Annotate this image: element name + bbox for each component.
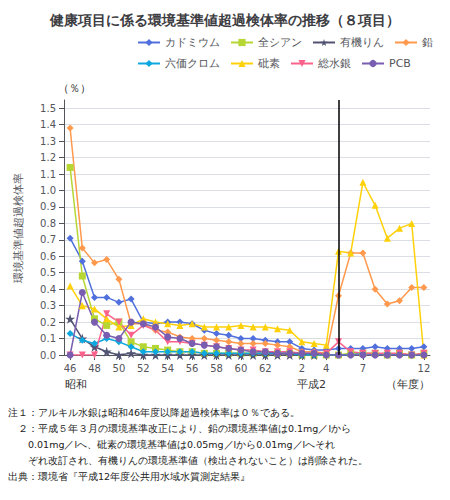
svg-text:1.3: 1.3 bbox=[40, 136, 56, 147]
svg-text:（％）: （％） bbox=[58, 82, 91, 95]
svg-text:0.9: 0.9 bbox=[40, 201, 56, 212]
svg-text:1.4: 1.4 bbox=[40, 119, 56, 130]
svg-text:有機りん: 有機りん bbox=[340, 36, 384, 49]
svg-text:0.6: 0.6 bbox=[40, 251, 56, 262]
svg-text:4: 4 bbox=[323, 363, 329, 374]
svg-text:0.3: 0.3 bbox=[40, 300, 56, 311]
svg-text:1.1: 1.1 bbox=[40, 169, 56, 180]
svg-text:0.4: 0.4 bbox=[40, 284, 56, 295]
svg-text:54: 54 bbox=[161, 363, 174, 374]
svg-text:1.2: 1.2 bbox=[40, 152, 56, 163]
svg-text:鉛: 鉛 bbox=[422, 36, 433, 49]
svg-text:56: 56 bbox=[186, 363, 199, 374]
svg-text:0.0: 0.0 bbox=[40, 350, 56, 361]
svg-text:砒素: 砒素 bbox=[257, 57, 280, 70]
svg-text:0.01mg／lへ、砒素の環境基準値は0.05mg／lから0: 0.01mg／lへ、砒素の環境基準値は0.05mg／lから0.01mg／lへそれ bbox=[8, 439, 335, 450]
svg-text:注１：アルキル水銀は昭和46年度以降超過検体率は０％である。: 注１：アルキル水銀は昭和46年度以降超過検体率は０％である。 bbox=[8, 407, 300, 418]
svg-text:0.5: 0.5 bbox=[40, 267, 56, 278]
svg-text:（年度）: （年度） bbox=[386, 378, 430, 391]
svg-text:1.0: 1.0 bbox=[40, 185, 56, 196]
svg-text:カドミウム: カドミウム bbox=[165, 36, 220, 49]
svg-text:1.5: 1.5 bbox=[40, 103, 56, 114]
svg-text:出典：環境省『平成12年度公共用水域水質測定結果』: 出典：環境省『平成12年度公共用水域水質測定結果』 bbox=[8, 471, 250, 482]
svg-text:総水銀: 総水銀 bbox=[317, 57, 351, 70]
svg-text:全シアン: 全シアン bbox=[258, 36, 302, 49]
svg-text:PCB: PCB bbox=[389, 57, 411, 70]
svg-text:ぞれ改訂され、有機りんの環境基準値（検出されないこと）は削除: ぞれ改訂され、有機りんの環境基準値（検出されないこと）は削除された。 bbox=[8, 455, 368, 466]
svg-text:52: 52 bbox=[137, 363, 150, 374]
svg-text:健康項目に係る環境基準値超過検体率の推移（８項目）: 健康項目に係る環境基準値超過検体率の推移（８項目） bbox=[49, 12, 400, 28]
svg-text:60: 60 bbox=[235, 363, 248, 374]
svg-text:昭和: 昭和 bbox=[65, 378, 87, 391]
svg-text:六価クロム: 六価クロム bbox=[165, 57, 220, 70]
svg-text:0.7: 0.7 bbox=[40, 234, 56, 245]
svg-text:12: 12 bbox=[418, 363, 431, 374]
svg-text:平成2: 平成2 bbox=[297, 378, 326, 391]
svg-text:0.2: 0.2 bbox=[40, 317, 56, 328]
svg-text:0.8: 0.8 bbox=[40, 218, 56, 229]
svg-text:2: 2 bbox=[299, 363, 305, 374]
svg-text:7: 7 bbox=[360, 363, 366, 374]
svg-text:0.1: 0.1 bbox=[40, 333, 56, 344]
svg-text:２：平成５年３月の環境基準改正により、鉛の環境基準値は0.1: ２：平成５年３月の環境基準改正により、鉛の環境基準値は0.1mg／lから bbox=[8, 423, 351, 434]
svg-text:50: 50 bbox=[113, 363, 126, 374]
svg-text:58: 58 bbox=[210, 363, 223, 374]
svg-text:48: 48 bbox=[88, 363, 101, 374]
svg-text:46: 46 bbox=[64, 363, 77, 374]
svg-text:環境基準値超過検体率: 環境基準値超過検体率 bbox=[12, 173, 25, 283]
svg-text:62: 62 bbox=[259, 363, 272, 374]
